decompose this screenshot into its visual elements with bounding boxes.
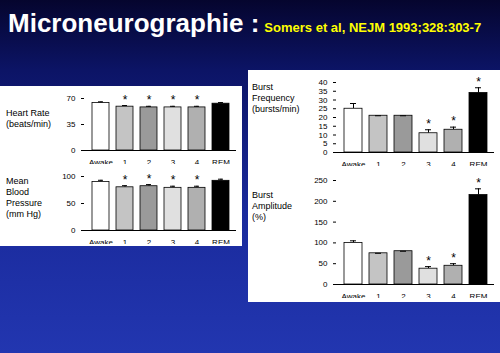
svg-text:40: 40 bbox=[319, 78, 328, 87]
svg-text:250: 250 bbox=[314, 176, 328, 185]
svg-text:4: 4 bbox=[451, 160, 456, 166]
svg-text:4: 4 bbox=[195, 238, 200, 244]
svg-text:*: * bbox=[147, 93, 152, 107]
svg-text:0: 0 bbox=[71, 226, 76, 235]
html-text:Burst Amplitude (%): Burst Amplitude (%) bbox=[252, 190, 292, 222]
svg-text:2: 2 bbox=[147, 158, 152, 164]
svg-text:Awake: Awake bbox=[342, 160, 366, 166]
svg-text:*: * bbox=[426, 254, 431, 268]
svg-text:2: 2 bbox=[147, 238, 152, 244]
svg-text:1: 1 bbox=[123, 238, 128, 244]
svg-text:100: 100 bbox=[62, 172, 76, 181]
svg-text:*: * bbox=[123, 93, 128, 107]
svg-text:20: 20 bbox=[319, 113, 328, 122]
svg-text:35: 35 bbox=[319, 87, 328, 96]
html-text:Mean Blood Pressure (mm Hg): Mean Blood Pressure (mm Hg) bbox=[6, 176, 42, 219]
svg-text:*: * bbox=[195, 173, 200, 187]
svg-text:0: 0 bbox=[323, 280, 328, 289]
svg-text:30: 30 bbox=[319, 96, 328, 105]
svg-text:35: 35 bbox=[67, 120, 76, 129]
svg-text:0: 0 bbox=[71, 146, 76, 155]
svg-text:50: 50 bbox=[67, 199, 76, 208]
svg-text:70: 70 bbox=[67, 94, 76, 103]
svg-text:Awake: Awake bbox=[342, 292, 366, 298]
svg-text:3: 3 bbox=[171, 238, 176, 244]
svg-text:REM: REM bbox=[470, 160, 488, 166]
svg-text:0: 0 bbox=[323, 148, 328, 157]
svg-text:*: * bbox=[426, 117, 431, 131]
svg-text:1: 1 bbox=[376, 160, 381, 166]
svg-text:*: * bbox=[451, 251, 456, 265]
svg-text:50: 50 bbox=[319, 259, 328, 268]
svg-text:*: * bbox=[476, 176, 481, 190]
svg-text:Awake: Awake bbox=[89, 238, 113, 244]
svg-text:5: 5 bbox=[323, 139, 328, 148]
svg-text:1: 1 bbox=[376, 292, 381, 298]
svg-text:REM: REM bbox=[212, 158, 230, 164]
svg-text:*: * bbox=[147, 172, 152, 186]
svg-text:100: 100 bbox=[314, 238, 328, 247]
svg-text:3: 3 bbox=[426, 160, 431, 166]
svg-text:4: 4 bbox=[195, 158, 200, 164]
svg-text:4: 4 bbox=[451, 292, 456, 298]
svg-text:1: 1 bbox=[123, 158, 128, 164]
html-text:Heart Rate (beats/min): Heart Rate (beats/min) bbox=[6, 108, 51, 129]
svg-text:*: * bbox=[451, 114, 456, 128]
svg-text:150: 150 bbox=[314, 218, 328, 227]
svg-text:*: * bbox=[123, 173, 128, 187]
svg-text:*: * bbox=[171, 93, 176, 107]
svg-text:*: * bbox=[171, 173, 176, 187]
svg-text:REM: REM bbox=[470, 292, 488, 298]
svg-text:*: * bbox=[476, 75, 481, 89]
svg-text:REM: REM bbox=[212, 238, 230, 244]
svg-text:10: 10 bbox=[319, 131, 328, 140]
svg-text:15: 15 bbox=[319, 122, 328, 131]
svg-text:2: 2 bbox=[401, 160, 406, 166]
svg-text:2: 2 bbox=[401, 292, 406, 298]
svg-text:Awake: Awake bbox=[89, 158, 113, 164]
svg-text:*: * bbox=[195, 93, 200, 107]
html-text:Burst Frequency (bursts/min): Burst Frequency (bursts/min) bbox=[252, 82, 300, 114]
html-text:Microneurographie : Somers et: Microneurographie : Somers et al, NEJM 1… bbox=[8, 8, 482, 38]
svg-text:200: 200 bbox=[314, 197, 328, 206]
svg-text:3: 3 bbox=[426, 292, 431, 298]
svg-text:25: 25 bbox=[319, 104, 328, 113]
svg-text:3: 3 bbox=[171, 158, 176, 164]
